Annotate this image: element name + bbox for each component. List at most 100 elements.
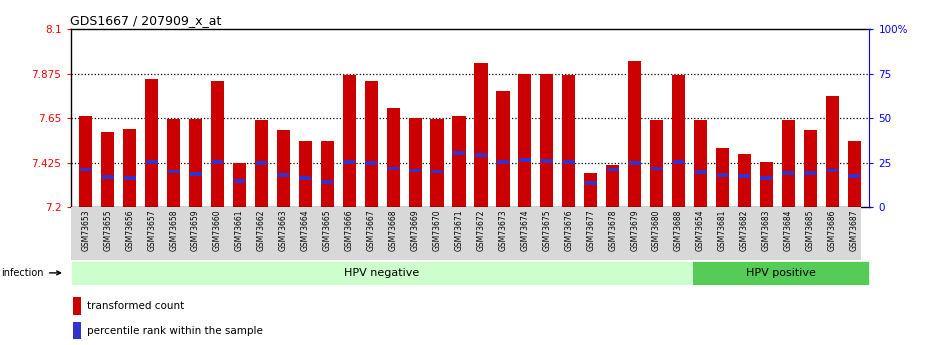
Bar <box>189 119 202 207</box>
Bar <box>826 168 838 172</box>
Bar <box>255 120 268 207</box>
Bar <box>321 180 334 184</box>
Bar <box>167 169 180 174</box>
Text: GSM73669: GSM73669 <box>411 210 419 251</box>
Bar <box>629 161 640 165</box>
Text: GSM73677: GSM73677 <box>587 210 595 251</box>
Bar <box>167 119 180 207</box>
Bar <box>211 81 224 207</box>
Bar <box>584 174 597 207</box>
Bar <box>692 261 870 285</box>
Bar <box>518 74 531 207</box>
Bar <box>124 176 135 180</box>
Text: GSM73673: GSM73673 <box>498 210 508 251</box>
Bar <box>453 151 465 155</box>
Bar <box>146 160 158 164</box>
Bar <box>782 171 794 175</box>
Text: GSM73654: GSM73654 <box>696 210 705 251</box>
Bar <box>299 141 312 207</box>
Text: HPV negative: HPV negative <box>344 268 419 278</box>
Bar <box>848 141 861 207</box>
Text: GSM73656: GSM73656 <box>125 210 134 251</box>
Text: GSM73653: GSM73653 <box>82 210 90 251</box>
Bar <box>716 148 729 207</box>
Bar <box>585 181 597 185</box>
Text: GSM73672: GSM73672 <box>477 210 485 251</box>
Text: GSM73659: GSM73659 <box>191 210 200 251</box>
Bar <box>277 130 290 207</box>
Text: GSM73660: GSM73660 <box>213 210 222 251</box>
Bar <box>365 81 378 207</box>
Bar <box>650 167 663 170</box>
Bar <box>70 261 692 285</box>
Bar <box>277 174 290 177</box>
Bar <box>343 160 355 164</box>
Bar <box>650 120 663 207</box>
Bar <box>805 171 816 175</box>
Bar <box>145 79 158 207</box>
Bar <box>804 130 817 207</box>
Bar <box>190 172 201 176</box>
Bar <box>848 175 860 178</box>
Bar <box>497 160 509 164</box>
Bar <box>738 154 751 207</box>
Bar <box>102 176 114 179</box>
Text: GSM73662: GSM73662 <box>257 210 266 251</box>
Text: GSM73665: GSM73665 <box>322 210 332 251</box>
Bar <box>672 75 685 207</box>
Bar <box>256 161 267 165</box>
Bar <box>431 119 444 207</box>
Text: GSM73670: GSM73670 <box>432 210 442 251</box>
Bar <box>79 116 92 207</box>
Text: GSM73682: GSM73682 <box>740 210 749 251</box>
Text: GSM73684: GSM73684 <box>784 210 792 251</box>
Text: GSM73686: GSM73686 <box>828 210 837 251</box>
Bar <box>80 168 92 171</box>
Text: GSM73663: GSM73663 <box>279 210 288 251</box>
Bar <box>431 169 443 174</box>
Bar <box>606 168 619 171</box>
Text: GSM73661: GSM73661 <box>235 210 244 251</box>
Bar <box>73 297 81 315</box>
Text: GSM73664: GSM73664 <box>301 210 310 251</box>
Text: GSM73667: GSM73667 <box>367 210 376 251</box>
Bar <box>233 162 246 207</box>
Text: GSM73687: GSM73687 <box>850 210 858 251</box>
Bar <box>409 118 422 207</box>
Bar <box>73 322 81 339</box>
Text: GSM73675: GSM73675 <box>542 210 552 251</box>
Text: GSM73688: GSM73688 <box>674 210 683 251</box>
Text: GSM73685: GSM73685 <box>806 210 815 251</box>
Bar <box>540 74 554 207</box>
Bar <box>386 108 400 207</box>
Bar <box>321 141 334 207</box>
Text: GSM73683: GSM73683 <box>761 210 771 251</box>
Text: GSM73681: GSM73681 <box>718 210 727 251</box>
Bar <box>212 160 224 164</box>
Bar <box>716 174 728 177</box>
Bar <box>673 160 684 164</box>
Bar <box>452 116 465 207</box>
Bar <box>475 153 487 157</box>
Bar <box>519 158 531 161</box>
Bar <box>825 97 838 207</box>
Bar <box>475 63 488 207</box>
Text: GSM73680: GSM73680 <box>652 210 661 251</box>
Bar <box>628 61 641 207</box>
Bar <box>694 120 707 207</box>
Bar <box>563 160 574 164</box>
Text: GSM73668: GSM73668 <box>388 210 398 251</box>
Bar <box>234 179 245 183</box>
Bar <box>540 159 553 162</box>
Text: GSM73655: GSM73655 <box>103 210 112 251</box>
Bar <box>300 176 311 180</box>
Text: GSM73679: GSM73679 <box>630 210 639 251</box>
Bar <box>760 176 773 180</box>
Text: GSM73657: GSM73657 <box>148 210 156 251</box>
Bar <box>782 120 795 207</box>
Bar <box>343 75 356 207</box>
Text: GSM73666: GSM73666 <box>345 210 353 251</box>
Bar <box>387 167 400 170</box>
Text: GSM73674: GSM73674 <box>521 210 529 251</box>
Text: GSM73671: GSM73671 <box>455 210 463 251</box>
